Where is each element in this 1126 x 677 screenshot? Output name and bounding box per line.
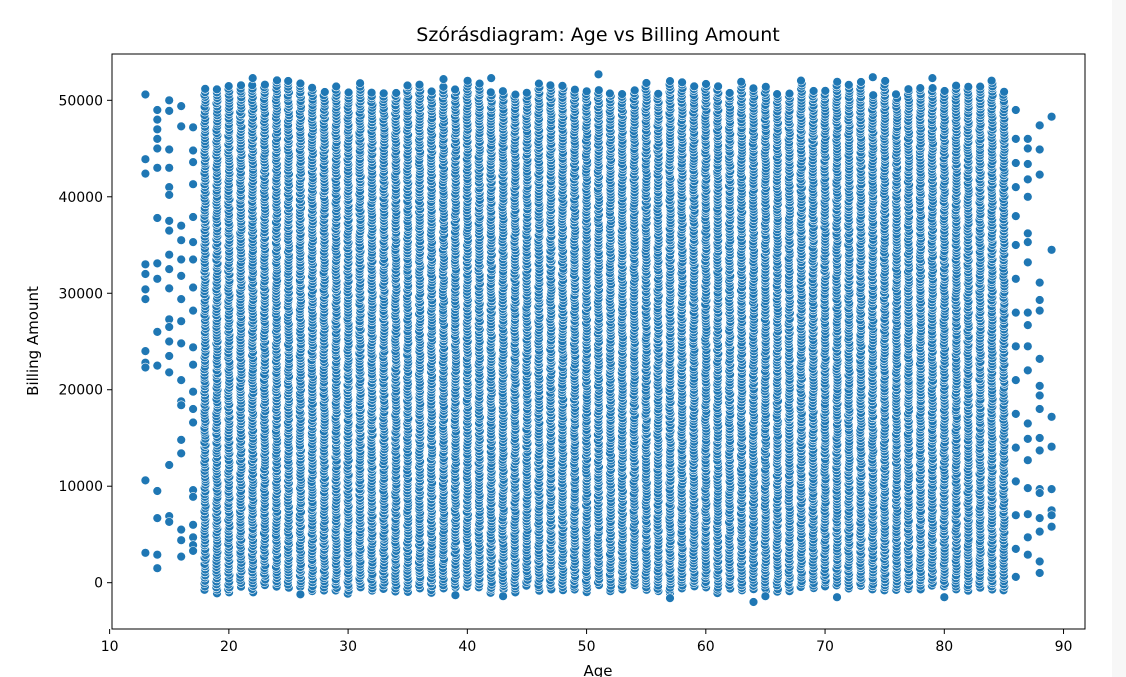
- data-point: [462, 76, 473, 86]
- data-point: [486, 87, 496, 98]
- data-point: [522, 88, 532, 98]
- data-points: [140, 69, 1057, 607]
- data-point: [200, 84, 210, 94]
- data-point: [272, 75, 282, 86]
- data-point: [343, 87, 354, 98]
- data-point: [474, 78, 485, 89]
- data-point: [366, 87, 377, 98]
- data-point: [331, 81, 341, 92]
- right-edge-strip: [1112, 0, 1126, 677]
- data-point: [391, 88, 401, 98]
- data-point: [307, 83, 317, 93]
- data-point: [295, 78, 306, 89]
- data-point: [212, 84, 222, 95]
- data-point: [426, 86, 437, 97]
- data-point: [283, 76, 293, 86]
- data-point: [438, 82, 449, 92]
- data-point: [402, 80, 413, 91]
- data-point: [510, 89, 521, 100]
- data-point: [260, 79, 270, 90]
- data-point: [414, 79, 425, 90]
- chart-title: Szórásdiagram: Age vs Billing Amount: [416, 24, 779, 46]
- data-point: [236, 80, 246, 91]
- data-point: [355, 78, 365, 88]
- data-point: [320, 87, 330, 97]
- data-point: [450, 84, 460, 95]
- data-point: [224, 81, 234, 91]
- data-point: [379, 88, 389, 99]
- data-point: [498, 86, 508, 96]
